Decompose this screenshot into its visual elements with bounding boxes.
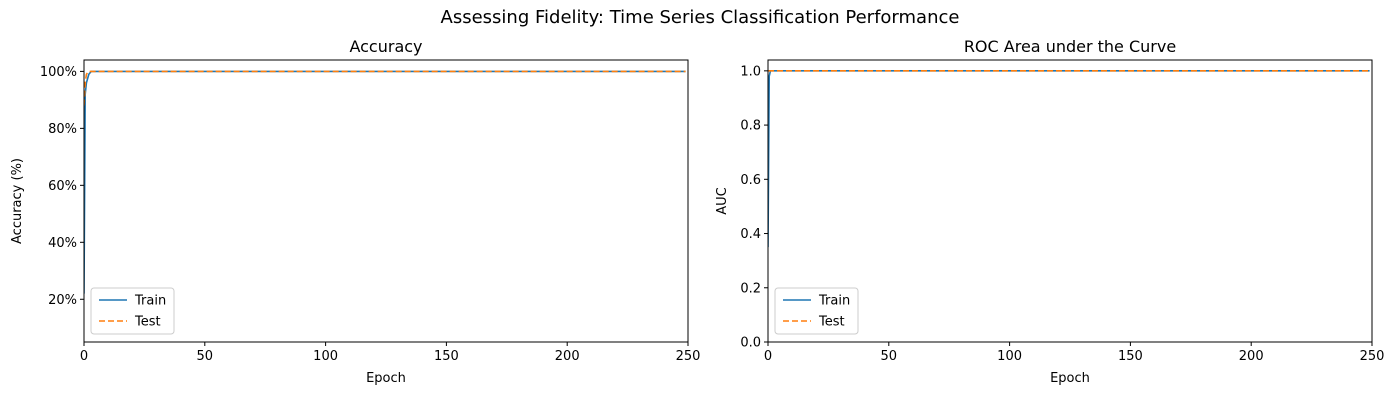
y-tick-label: 0.6 xyxy=(740,173,761,188)
x-tick-label: 150 xyxy=(1118,349,1143,364)
x-tick-label: 0 xyxy=(764,349,772,364)
series-group xyxy=(768,70,1370,248)
x-tick-label: 200 xyxy=(555,349,580,364)
x-tick-label: 50 xyxy=(881,349,898,364)
axes-title: ROC Area under the Curve xyxy=(964,37,1176,56)
x-axis-label: Epoch xyxy=(366,371,406,386)
x-tick-label: 100 xyxy=(997,349,1022,364)
x-tick-label: 250 xyxy=(676,349,701,364)
x-tick-label: 0 xyxy=(80,349,88,364)
x-tick-label: 250 xyxy=(1360,349,1385,364)
axes-frame xyxy=(83,59,689,343)
legend-label: Test xyxy=(818,315,845,330)
y-tick-label: 1.0 xyxy=(740,64,761,79)
plot-area xyxy=(768,60,1372,342)
y-axis-label: Accuracy (%) xyxy=(10,158,25,244)
legend: Train Test xyxy=(774,287,859,335)
legend-label: Test xyxy=(134,315,161,330)
x-tick-label: 100 xyxy=(313,349,338,364)
x-tick-label: 200 xyxy=(1239,349,1264,364)
y-axis-label: AUC xyxy=(715,187,730,215)
y-tick-label: 60% xyxy=(48,179,77,194)
y-tick-label: 20% xyxy=(48,293,77,308)
y-tick-label: 0.8 xyxy=(740,119,761,134)
axes-title: Accuracy xyxy=(349,37,422,56)
axes-frame xyxy=(767,59,1373,343)
y-tick-label: 80% xyxy=(48,122,77,137)
accuracy-panel: 0 50 100 150 200 250 20% 40% 60% 80% 100% Accuracy E… xyxy=(10,37,700,386)
legend: Train Test xyxy=(90,287,175,335)
x-axis-label: Epoch xyxy=(1050,371,1090,386)
y-tick-label: 100% xyxy=(40,65,77,80)
y-tick-label: 0.2 xyxy=(740,281,761,296)
figure-suptitle: Assessing Fidelity: Time Series Classifi… xyxy=(441,7,960,28)
x-tick-label: 150 xyxy=(434,349,459,364)
y-tick-label: 0.0 xyxy=(740,336,761,351)
legend-label: Train xyxy=(134,294,166,309)
series-group xyxy=(84,70,686,294)
legend-label: Train xyxy=(818,294,850,309)
y-tick-label: 40% xyxy=(48,236,77,251)
plot-area xyxy=(84,60,688,342)
y-tick-label: 0.4 xyxy=(740,227,761,242)
auc-panel: 0 50 100 150 200 250 0.0 0.2 0.4 0.6 0.8 1.0 ROC Are… xyxy=(715,37,1384,386)
x-tick-label: 50 xyxy=(197,349,214,364)
series-line-test xyxy=(84,70,686,106)
